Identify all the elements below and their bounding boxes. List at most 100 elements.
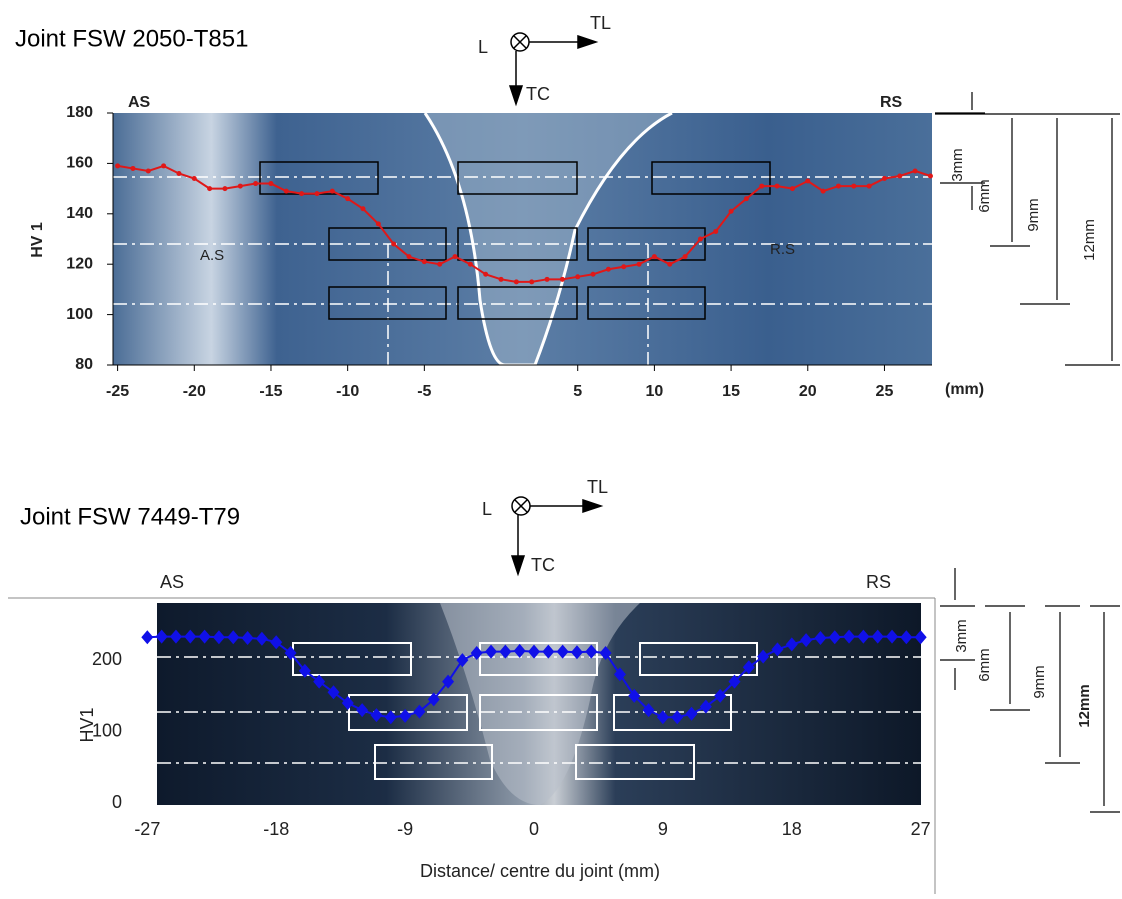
y-tick-label: 120 (66, 255, 93, 272)
point (590, 271, 596, 277)
annotation: TL (590, 13, 611, 33)
point (222, 186, 228, 192)
x-tick-label: -25 (106, 383, 129, 400)
point (757, 649, 770, 664)
y-tick-label: 200 (92, 649, 122, 669)
point (437, 261, 443, 267)
point (605, 266, 611, 272)
annotation: 6mm (976, 648, 993, 681)
y-tick-label: 80 (75, 356, 93, 373)
point (866, 183, 872, 189)
point (284, 646, 297, 660)
chart-2: Joint FSW 7449-T79 HV1 Distance/ centre … (8, 477, 1120, 894)
annotation: 9mm (1031, 665, 1048, 698)
x-tick-label: 9 (658, 819, 668, 839)
depth-dimensions (935, 92, 1120, 366)
point (771, 642, 784, 657)
point (789, 186, 795, 192)
point (642, 703, 655, 718)
point (671, 710, 684, 725)
point (912, 168, 918, 174)
point (599, 646, 612, 660)
annotation: TC (526, 84, 550, 104)
point (329, 188, 335, 194)
point (575, 274, 581, 280)
point (759, 183, 765, 189)
point (628, 688, 641, 703)
indent-lines (157, 656, 921, 764)
point (828, 630, 841, 645)
annotation: L (482, 499, 492, 519)
x-tick-label: -27 (134, 819, 160, 839)
annotation: 6mm (976, 179, 993, 212)
point (900, 630, 913, 645)
point (384, 710, 397, 725)
point (345, 196, 351, 202)
point (169, 629, 182, 644)
point (375, 221, 381, 227)
x-tick-label: 5 (573, 383, 582, 400)
y-tick-label: 100 (92, 720, 122, 740)
point (713, 228, 719, 234)
point (391, 241, 397, 247)
point (743, 196, 749, 202)
point (470, 646, 483, 660)
x-tick-label: -5 (417, 383, 431, 400)
point (559, 276, 565, 282)
point (253, 181, 259, 187)
point (728, 208, 734, 214)
point (685, 706, 698, 721)
annotation: 9mm (1025, 198, 1042, 231)
point (456, 653, 469, 668)
point (699, 699, 712, 714)
point (427, 692, 440, 707)
point (268, 181, 274, 187)
point (313, 674, 326, 689)
x-tick-label: 10 (646, 383, 664, 400)
orientation-symbol (510, 496, 604, 577)
point (341, 696, 354, 710)
point (774, 183, 780, 189)
annotation: TL (587, 477, 608, 497)
point (115, 163, 121, 169)
point (656, 710, 669, 725)
point (542, 644, 555, 659)
point (298, 663, 311, 678)
point (529, 279, 535, 285)
point (697, 236, 703, 242)
point (851, 183, 857, 189)
point (452, 254, 458, 260)
micrograph (113, 113, 932, 365)
x-tick-label: -15 (259, 383, 282, 400)
indent-lines (113, 176, 932, 365)
point (406, 254, 412, 260)
point (198, 629, 211, 644)
point (820, 188, 826, 194)
annotation: AS (128, 94, 151, 111)
point (314, 191, 320, 197)
point (237, 183, 243, 189)
point (513, 643, 526, 658)
point (843, 629, 856, 644)
annotation: A.S (200, 247, 224, 264)
y-tick-label: 100 (66, 306, 93, 323)
point (299, 191, 305, 197)
point (800, 633, 813, 648)
point (421, 259, 427, 265)
annotation: L (478, 37, 488, 57)
point (356, 703, 369, 718)
point (176, 170, 182, 176)
point (914, 630, 927, 645)
point (714, 688, 727, 703)
point (857, 629, 870, 644)
point (399, 708, 412, 723)
point (145, 168, 151, 174)
x-tick-label: 18 (782, 819, 802, 839)
point (161, 163, 167, 169)
y-tick-label: 0 (112, 792, 122, 812)
point (556, 644, 569, 659)
point (483, 271, 489, 277)
x-tick-label: 20 (799, 383, 817, 400)
annotation: TC (531, 555, 555, 575)
